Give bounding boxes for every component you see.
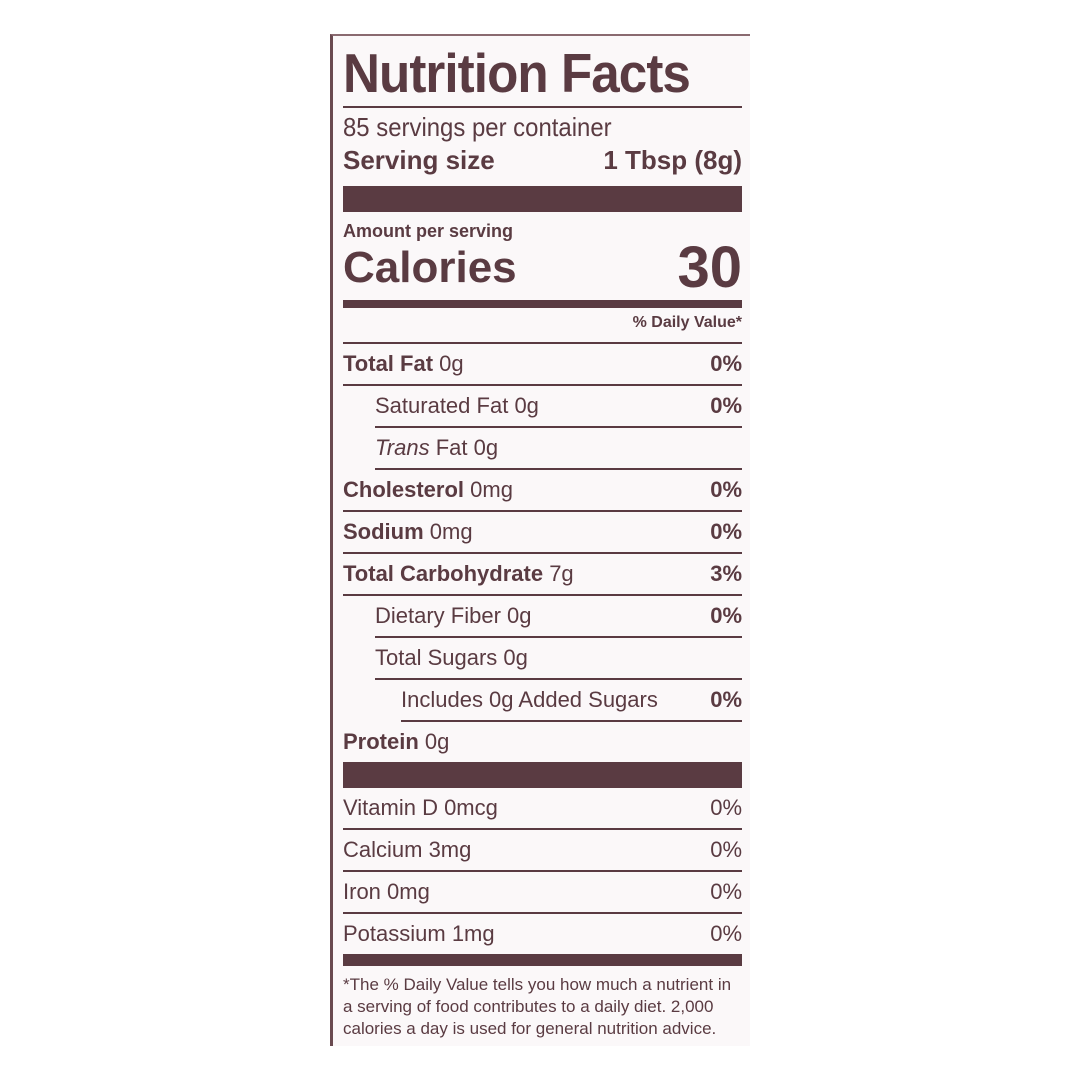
daily-value-footnote: *The % Daily Value tells you how much a … bbox=[343, 975, 732, 1038]
calories-value: 30 bbox=[677, 235, 742, 300]
calories-label: Calories bbox=[343, 243, 517, 292]
divider-thick bbox=[343, 762, 742, 788]
divider-thick bbox=[343, 186, 742, 212]
vitamin-row-vitamin-d: Vitamin D 0mcg 0% bbox=[343, 788, 742, 830]
amount-per-serving: Amount per serving bbox=[343, 221, 514, 241]
serving-size: Serving size 1 Tbsp (8g) bbox=[343, 142, 742, 178]
nutrient-row-trans-fat: Trans Fat 0g bbox=[375, 428, 742, 470]
vitamin-row-calcium: Calcium 3mg 0% bbox=[343, 830, 742, 872]
vitamin-row-iron: Iron 0mg 0% bbox=[343, 872, 742, 914]
nutrient-row-total-fat: Total Fat 0g 0% bbox=[343, 344, 742, 386]
label-title: Nutrition Facts bbox=[343, 42, 691, 104]
vitamin-row-potassium: Potassium 1mg 0% bbox=[343, 921, 742, 946]
servings-per-container: 85 servings per container bbox=[343, 112, 612, 142]
divider-medium bbox=[343, 300, 742, 308]
nutrient-row-sodium: Sodium 0mg 0% bbox=[343, 512, 742, 554]
daily-value-header: % Daily Value* bbox=[632, 314, 742, 331]
divider bbox=[343, 106, 742, 108]
divider-medium bbox=[343, 954, 742, 966]
serving-size-value: 1 Tbsp (8g) bbox=[603, 145, 742, 175]
nutrient-row-dietary-fiber: Dietary Fiber 0g 0% bbox=[375, 596, 742, 638]
divider bbox=[343, 342, 742, 344]
serving-size-label: Serving size bbox=[343, 145, 495, 175]
nutrient-row-cholesterol: Cholesterol 0mg 0% bbox=[343, 470, 742, 512]
nutrition-facts-label: Nutrition Facts 85 servings per containe… bbox=[330, 34, 750, 1046]
nutrient-row-total-carbohydrate: Total Carbohydrate 7g 3% bbox=[343, 554, 742, 596]
nutrient-row-protein: Protein 0g bbox=[343, 729, 450, 754]
nutrient-row-total-sugars: Total Sugars 0g bbox=[375, 638, 742, 680]
nutrient-row-added-sugars: Includes 0g Added Sugars 0% bbox=[401, 680, 742, 722]
nutrient-row-saturated-fat: Saturated Fat 0g 0% bbox=[375, 386, 742, 428]
calories: Calories 30 bbox=[343, 235, 742, 300]
